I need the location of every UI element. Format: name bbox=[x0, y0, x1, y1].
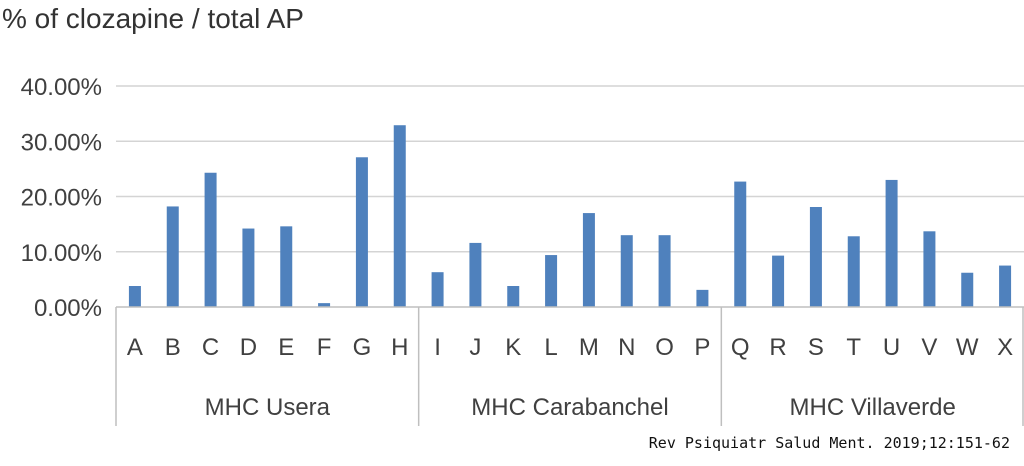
bars-layer bbox=[128, 125, 1012, 307]
x-category-label: B bbox=[165, 334, 181, 361]
bar-G bbox=[355, 157, 368, 307]
citation-text: Rev Psiquiatr Salud Ment. 2019;12:151-62 bbox=[649, 434, 1010, 452]
bar-I bbox=[431, 272, 444, 307]
x-category-label: K bbox=[505, 334, 521, 361]
x-category-label: F bbox=[317, 334, 332, 361]
y-axis-ticks: 0.00% 10.00% 20.00% 30.00% 40.00% bbox=[21, 74, 102, 322]
x-category-label: U bbox=[883, 334, 900, 361]
bar-W bbox=[961, 272, 974, 307]
x-category-label: S bbox=[808, 334, 824, 361]
x-category-label: X bbox=[997, 334, 1013, 361]
bar-X bbox=[999, 265, 1012, 307]
bar-B bbox=[166, 206, 179, 307]
bar-H bbox=[393, 125, 406, 307]
x-category-label: D bbox=[240, 334, 257, 361]
x-category-label: A bbox=[127, 334, 143, 361]
x-category-label: C bbox=[202, 334, 219, 361]
y-tick-label: 10.00% bbox=[21, 240, 102, 267]
x-category-label: V bbox=[921, 334, 937, 361]
bar-N bbox=[620, 235, 633, 307]
x-category-label: M bbox=[579, 334, 599, 361]
x-category-label: H bbox=[391, 334, 408, 361]
bar-O bbox=[658, 235, 671, 307]
bar-R bbox=[772, 255, 785, 307]
x-category-label: R bbox=[769, 334, 786, 361]
bar-V bbox=[923, 231, 936, 307]
x-axis: A B C D E F G H MHC Usera I J K L M N O P MHC Carabanchel… bbox=[115, 306, 1024, 426]
y-tick-label: 0.00% bbox=[34, 295, 102, 322]
x-category-label: E bbox=[278, 334, 294, 361]
x-category-label: O bbox=[655, 334, 674, 361]
bar-J bbox=[469, 242, 482, 307]
x-category-label: I bbox=[434, 334, 441, 361]
bar-Q bbox=[734, 181, 747, 307]
bar-K bbox=[507, 286, 520, 307]
x-category-label: Q bbox=[731, 334, 750, 361]
bar-F bbox=[318, 303, 331, 307]
bar-A bbox=[128, 286, 141, 307]
y-tick-label: 20.00% bbox=[21, 185, 102, 212]
x-category-label: G bbox=[353, 334, 372, 361]
y-tick-label: 30.00% bbox=[21, 129, 102, 156]
bar-T bbox=[847, 236, 860, 307]
bar-E bbox=[280, 226, 293, 307]
x-category-label: J bbox=[469, 334, 481, 361]
chart-title: % of clozapine / total AP bbox=[2, 3, 304, 34]
group-label: MHC Carabanchel bbox=[471, 394, 668, 421]
bar-U bbox=[885, 179, 898, 307]
x-category-label: P bbox=[694, 334, 710, 361]
bar-M bbox=[582, 213, 595, 307]
x-category-label: T bbox=[846, 334, 861, 361]
grid-layer bbox=[116, 85, 1024, 253]
y-tick-label: 40.00% bbox=[21, 74, 102, 101]
group-label: MHC Usera bbox=[205, 394, 331, 421]
bar-D bbox=[242, 228, 255, 307]
x-category-label: L bbox=[544, 334, 557, 361]
bar-P bbox=[696, 289, 709, 307]
x-category-label: W bbox=[956, 334, 979, 361]
bar-L bbox=[545, 255, 558, 307]
group-label: MHC Villaverde bbox=[790, 394, 956, 421]
bar-C bbox=[204, 172, 217, 307]
x-category-label: N bbox=[618, 334, 635, 361]
bar-S bbox=[809, 206, 822, 307]
